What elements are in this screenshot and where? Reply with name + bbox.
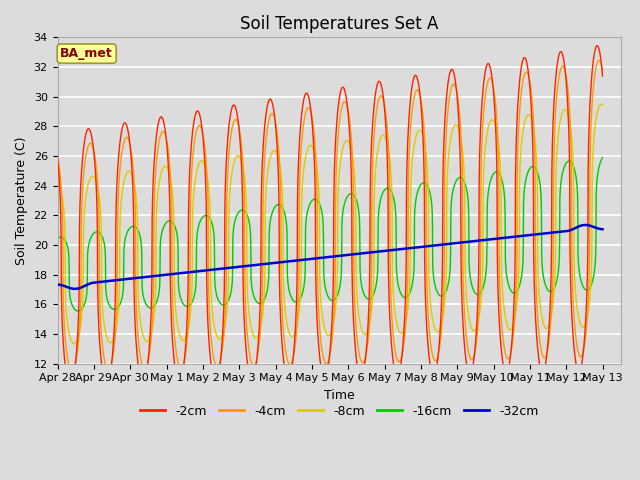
Y-axis label: Soil Temperature (C): Soil Temperature (C) [15,136,28,265]
Legend: -2cm, -4cm, -8cm, -16cm, -32cm: -2cm, -4cm, -8cm, -16cm, -32cm [135,400,543,423]
Text: BA_met: BA_met [60,47,113,60]
X-axis label: Time: Time [324,389,355,402]
Title: Soil Temperatures Set A: Soil Temperatures Set A [240,15,438,33]
